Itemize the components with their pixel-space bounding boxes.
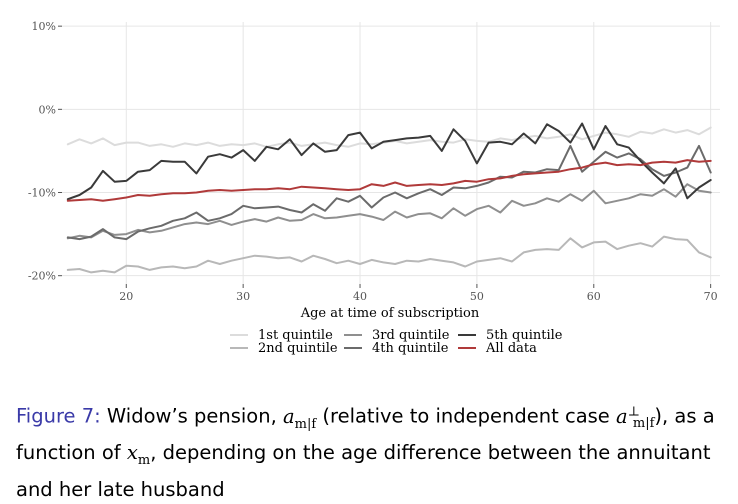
x-letter: x [126,441,138,465]
figure-label: Figure 7: [16,404,101,428]
x-tick-label: 70 [704,290,718,303]
x-axis-title: Age at time of subscription [300,306,480,321]
caption-text-3: ), as a function of [16,404,715,465]
mf-subscript: m|f [294,416,317,432]
x-tick-label: 30 [236,290,250,303]
y-tick-label: 0% [39,103,56,116]
x-tick-label: 50 [470,290,484,303]
x-symbol: xm [126,441,150,468]
y-tick-label: 10% [32,20,56,33]
plot-background [62,22,720,284]
pension-symbol: am|f [283,404,317,432]
x-tick-label: 20 [119,290,133,303]
y-tick-labels: 10% 0% -10% -20% [28,20,56,283]
legend-item: 3rd quintile [344,328,450,343]
series-line-all-data [66,159,712,202]
y-tick-label: -10% [28,187,56,200]
series-line-3rd-quintile [66,183,712,240]
legend-label: 3rd quintile [372,328,450,343]
mf-subscript-2: m|f [632,416,655,432]
legend-item: All data [458,341,537,356]
legend-label: All data [485,341,537,356]
y-tick-label: -20% [28,270,56,283]
caption-text-2: (relative to independent case [316,404,616,428]
series-lines [66,122,712,274]
series-line-2nd-quintile [66,235,712,274]
legend-item: 1st quintile [230,328,333,343]
legend-label: 1st quintile [258,328,333,343]
series-line-4th-quintile [66,144,712,241]
series-line-5th-quintile [66,122,712,201]
a-letter: a [283,404,295,428]
legend-item: 5th quintile [458,328,563,343]
legend-label: 4th quintile [372,341,449,356]
legend-label: 2nd quintile [258,341,338,356]
legend-item: 2nd quintile [230,341,338,356]
a-letter-2: a [616,404,628,428]
x-tick-labels: 20 30 40 50 60 70 [119,290,717,303]
x-tick-label: 60 [587,290,601,303]
figure-caption: Figure 7: Widow’s pension, am|f (relativ… [16,397,728,504]
caption-text-1: Widow’s pension, [100,404,283,428]
legend-label: 5th quintile [486,328,563,343]
m-subscript: m [137,453,151,469]
perp-superscript: ⊥ [627,404,640,419]
independent-symbol: a⊥m|f [616,404,655,432]
x-tick-label: 40 [353,290,367,303]
legend-item: 4th quintile [344,341,449,356]
chart: 10% 0% -10% -20% 20 30 40 50 60 70 Age at time o… [28,20,720,356]
